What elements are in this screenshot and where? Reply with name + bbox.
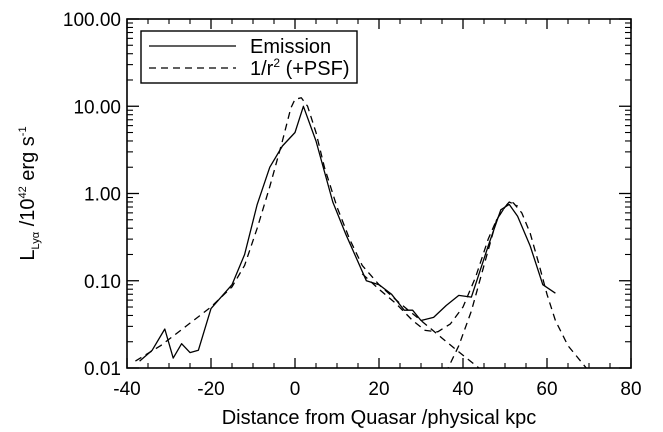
legend-label-model: 1/r2 (+PSF) (250, 56, 349, 80)
x-tick-label: 40 (452, 379, 473, 400)
series-line-1 (135, 97, 481, 368)
legend-model-sup: 2 (273, 56, 280, 70)
y-tick-label: 0.01 (84, 359, 121, 380)
y-tick-label: 100.00 (63, 10, 121, 31)
y-label-sub: Lyα (30, 231, 42, 249)
axis-ticks (126, 18, 632, 369)
x-tick-label: -40 (113, 379, 140, 400)
y-label-unit-exp: -1 (17, 126, 29, 136)
x-tick-label: 0 (290, 379, 301, 400)
x-tick-label: 80 (620, 379, 641, 400)
x-tick-label: 20 (368, 379, 389, 400)
legend-model-suffix: (+PSF) (280, 58, 349, 80)
y-tick-label: 10.00 (73, 97, 121, 118)
y-label-main: L (17, 249, 39, 260)
series-line-3 (447, 201, 518, 368)
axis-tick-labels: -40 -20 0 20 40 60 80 0.01 0.10 1.00 10.00 100.00 (63, 10, 642, 400)
y-label-mid: /10 (17, 199, 39, 232)
x-axis-label: Distance from Quasar /physical kpc (222, 407, 537, 429)
legend-model-base: 1/r (250, 58, 274, 80)
legend-box (140, 30, 358, 84)
legend-label-emission: Emission (250, 36, 331, 58)
y-axis-label: LLyα /1042 erg s-1 (17, 126, 42, 260)
x-tick-label: 60 (536, 379, 557, 400)
y-tick-label: 1.00 (84, 185, 121, 206)
plot-content (135, 97, 588, 368)
x-tick-label: -20 (197, 379, 224, 400)
y-tick-label: 0.10 (84, 272, 121, 293)
legend: Emission 1/r2 (+PSF) (140, 30, 358, 84)
y-label-exp: 42 (17, 186, 29, 198)
y-label-unit: erg s (17, 136, 39, 186)
